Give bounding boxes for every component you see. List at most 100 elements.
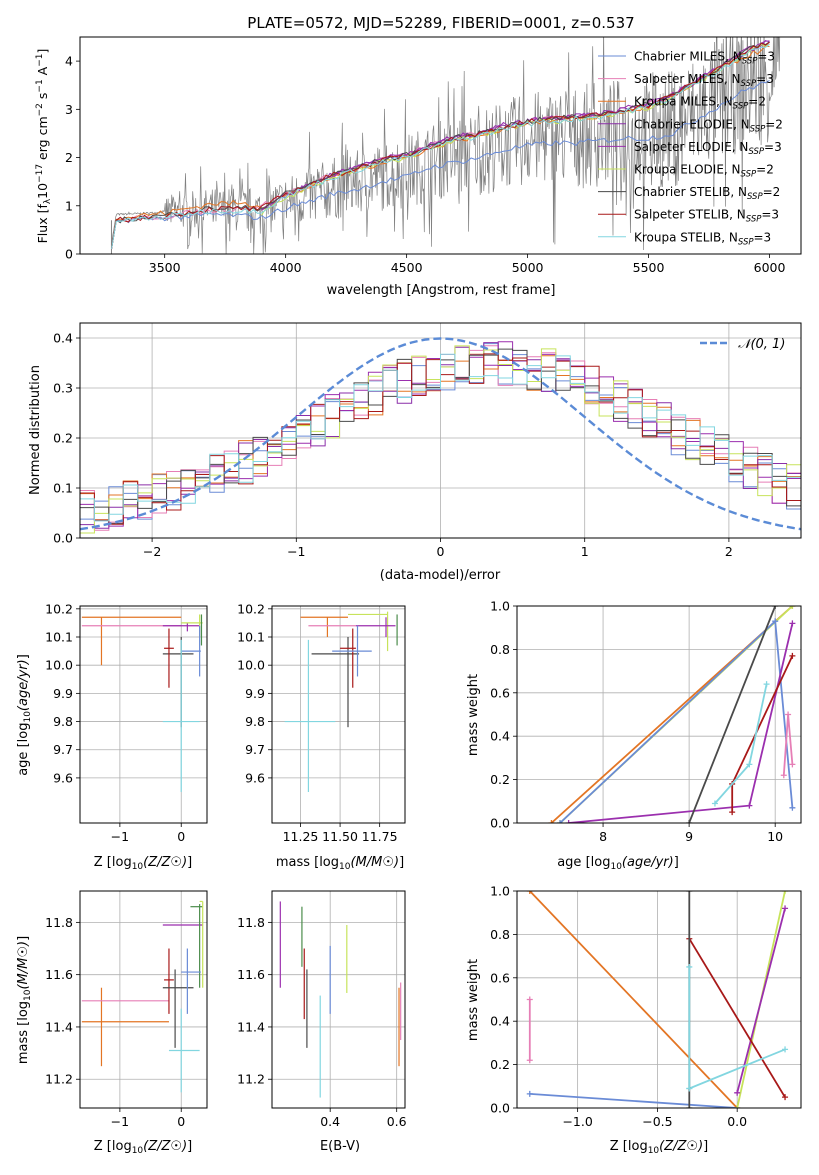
x-axis-label: (data-model)/error xyxy=(380,568,501,583)
axes-frame xyxy=(79,322,802,539)
label-text: mass [log xyxy=(16,1001,31,1064)
axes-frame xyxy=(516,890,802,1109)
weight-point-salpeter-miles xyxy=(785,711,792,718)
y-tick-label: 0 xyxy=(65,247,73,262)
x-tick-label: 4000 xyxy=(270,260,302,275)
y-tick-label: 10.1 xyxy=(45,630,73,645)
plot-area-mass_vs_EBV xyxy=(279,901,402,1098)
panel-age_vs_mass: 11.25 11.50 11.75 9.6 9.7 9.8 9.9 10.0 10.1 10.2 m… xyxy=(237,601,406,872)
y-tick-label: 9.7 xyxy=(53,742,73,757)
x-tick-label: −1 xyxy=(111,1114,129,1129)
x-tick-label: 0.0 xyxy=(727,1114,747,1129)
x-tick-label: 11.50 xyxy=(322,829,358,844)
y-tick-label: 10.0 xyxy=(45,658,73,673)
x-tick-label: 0 xyxy=(177,829,185,844)
legend-value: =3 xyxy=(761,208,779,222)
observed-spectrum-line xyxy=(111,37,781,254)
plot-area-residuals xyxy=(80,337,801,538)
y-tick-label: 9.6 xyxy=(53,770,73,785)
y-axis-label-part: −1 xyxy=(35,54,45,67)
weight-line-salpeter-stelib xyxy=(688,938,786,1098)
label-text: Z [log xyxy=(94,855,132,870)
legend-label: Salpeter ELODIE, NSSP=3 xyxy=(634,140,782,157)
y-tick-label: 10.2 xyxy=(237,601,265,616)
label-text: (M/M☉) xyxy=(16,941,31,990)
label-subscript: 10 xyxy=(648,1146,660,1156)
y-tick-label: 0.4 xyxy=(490,1014,510,1029)
x-tick-label: 2 xyxy=(725,544,733,559)
label-subscript: 10 xyxy=(610,862,622,872)
label-subscript: 10 xyxy=(23,989,33,1001)
label-text: (Z/Z☉) xyxy=(143,1139,187,1154)
y-tick-label: 0.1 xyxy=(53,481,73,496)
x-tick-label: 11.75 xyxy=(362,829,398,844)
weight-point-chabrier-stelib xyxy=(772,606,779,609)
y-tick-label: 11.8 xyxy=(237,915,265,930)
y-tick-label: 0.4 xyxy=(490,729,510,744)
weight-point-kroupa-miles xyxy=(548,820,555,823)
x-tick-label: 0.6 xyxy=(387,1114,407,1129)
normal-distribution-curve xyxy=(80,337,801,531)
legend-subscript: SSP xyxy=(746,215,762,225)
label-text: mass [log xyxy=(276,855,339,870)
x-tick-label: 5000 xyxy=(512,260,544,275)
spectrum-legend: Chabrier MILES, NSSP=3 Salpeter MILES, NS… xyxy=(598,50,783,247)
weight-point-kroupa-stelib xyxy=(686,1085,693,1092)
x-tick-label: 0 xyxy=(177,1114,185,1129)
label-text: (Z/Z☉) xyxy=(143,855,187,870)
y-axis-label-part: 10 xyxy=(35,183,50,199)
label-text: age [log xyxy=(16,723,31,776)
weight-point-kroupa-stelib xyxy=(763,681,770,688)
y-axis-label-part: Flux [f xyxy=(35,204,50,244)
weight-point-kroupa-elodie xyxy=(789,606,796,609)
label-subscript: 10 xyxy=(132,862,144,872)
y-tick-label: 0.4 xyxy=(53,331,73,346)
x-tick-label: 6000 xyxy=(754,260,786,275)
legend-subscript: SSP xyxy=(750,124,766,134)
legend-value: =3 xyxy=(756,72,774,86)
axes-frame xyxy=(516,605,802,824)
x-tick-label: −1 xyxy=(287,544,305,559)
label-text: (age/yr) xyxy=(16,659,31,711)
x-axis-label: Z [log10(Z/Z☉)] xyxy=(94,1139,192,1156)
legend-subscript: SSP xyxy=(742,57,758,67)
weight-point-chabrier-stelib xyxy=(686,820,693,823)
y-tick-label: 11.4 xyxy=(45,1019,73,1034)
x-tick-label: 4500 xyxy=(391,260,423,275)
label-text: ] xyxy=(16,936,31,941)
legend-value: =3 xyxy=(757,50,775,64)
y-axis-label: mass weight xyxy=(466,959,481,1041)
y-axis-label: Normed distribution xyxy=(28,365,43,495)
x-axis-label: Z [log10(Z/Z☉)] xyxy=(94,855,192,872)
legend-subscript: SSP xyxy=(748,147,764,157)
x-tick-label: 9 xyxy=(685,829,693,844)
y-axis-label: mass weight xyxy=(466,674,481,756)
weight-line-kroupa-stelib xyxy=(714,683,768,805)
label-subscript: 10 xyxy=(23,711,33,723)
panels: 3500 4000 4500 5000 5500 6000 0 1 2 3 4 Chabrier MI… xyxy=(16,36,802,1156)
label-text: Z [log xyxy=(610,1139,648,1154)
x-axis-label: wavelength [Angstrom, rest frame] xyxy=(327,283,556,298)
weight-point-chabrier-stelib xyxy=(686,891,693,894)
y-tick-label: 1.0 xyxy=(490,599,510,614)
y-axis-label-part: −1 xyxy=(35,79,45,92)
x-tick-label: 3500 xyxy=(149,260,181,275)
weight-point-salpeter-elodie xyxy=(789,620,796,627)
weight-point-kroupa-stelib xyxy=(711,800,718,807)
y-axis-label: Flux [fλ10−17 erg cm−2 s−1 A−1] xyxy=(35,49,53,244)
x-axis-label: E(B-V) xyxy=(320,1139,360,1154)
label-text: ] xyxy=(399,855,404,870)
weight-point-salpeter-elodie xyxy=(782,905,789,912)
label-text: ] xyxy=(187,1139,192,1154)
weight-point-salpeter-stelib xyxy=(729,809,736,816)
weight-point-chabrier-stelib xyxy=(686,1105,693,1108)
plot-area-spectrum xyxy=(110,37,781,254)
y-tick-label: 9.8 xyxy=(53,714,73,729)
x-tick-label: 1 xyxy=(581,544,589,559)
y-tick-label: 0.3 xyxy=(53,381,73,396)
legend-value: =2 xyxy=(765,117,783,131)
model-line-kroupa-stelib xyxy=(111,43,770,250)
legend-value: =2 xyxy=(748,95,766,109)
y-tick-label: 0.6 xyxy=(490,970,510,985)
x-tick-label: −1.0 xyxy=(562,1114,592,1129)
